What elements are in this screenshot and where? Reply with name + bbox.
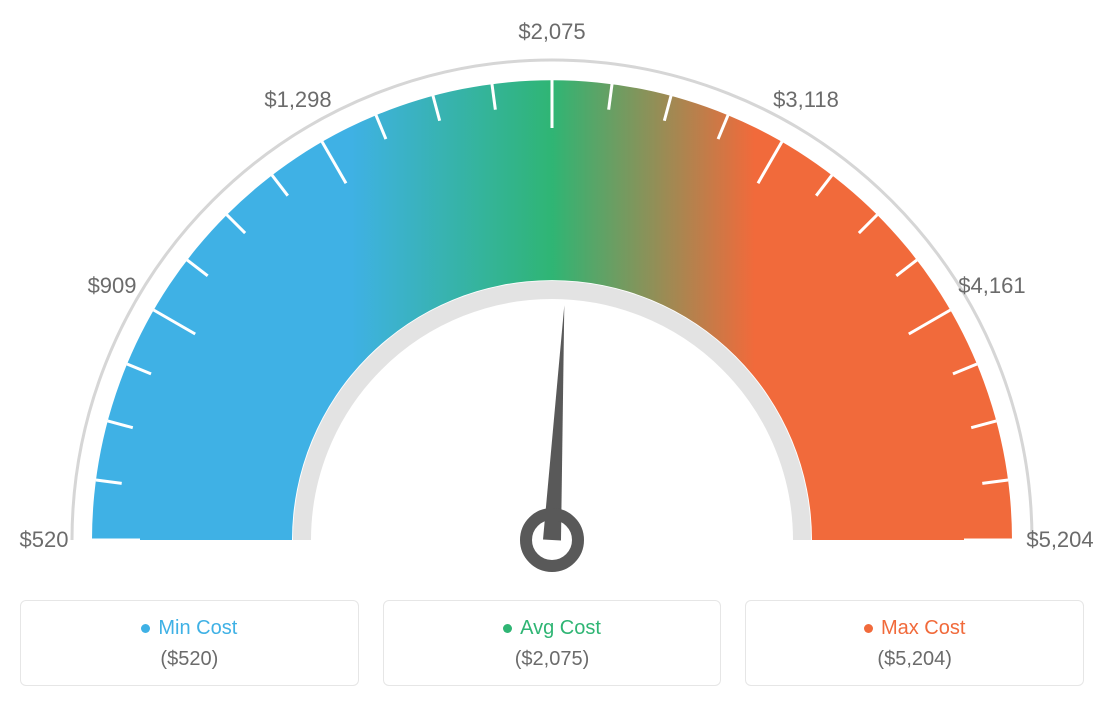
legend-min-dot <box>141 624 150 633</box>
cost-gauge: $520$909$1,298$2,075$3,118$4,161$5,204 <box>20 20 1084 580</box>
legend-row: Min Cost ($520) Avg Cost ($2,075) Max Co… <box>20 600 1084 686</box>
gauge-tick-label: $5,204 <box>1026 527 1093 553</box>
gauge-tick-label: $909 <box>88 273 137 299</box>
gauge-tick-label: $520 <box>20 527 69 553</box>
legend-min-value: ($520) <box>21 648 358 671</box>
gauge-tick-label: $3,118 <box>773 87 839 113</box>
gauge-tick-label: $2,075 <box>518 19 585 45</box>
gauge-tick-label: $4,161 <box>958 273 1025 299</box>
legend-avg-label: Avg Cost <box>520 617 601 640</box>
legend-max-dot <box>864 624 873 633</box>
gauge-tick-label: $1,298 <box>264 87 331 113</box>
legend-max-label: Max Cost <box>881 617 965 640</box>
legend-avg-dot <box>503 624 512 633</box>
legend-min-label: Min Cost <box>158 617 237 640</box>
legend-max-value: ($5,204) <box>746 648 1083 671</box>
legend-max-card: Max Cost ($5,204) <box>745 600 1084 686</box>
legend-avg-value: ($2,075) <box>384 648 721 671</box>
legend-min-card: Min Cost ($520) <box>20 600 359 686</box>
legend-avg-card: Avg Cost ($2,075) <box>383 600 722 686</box>
